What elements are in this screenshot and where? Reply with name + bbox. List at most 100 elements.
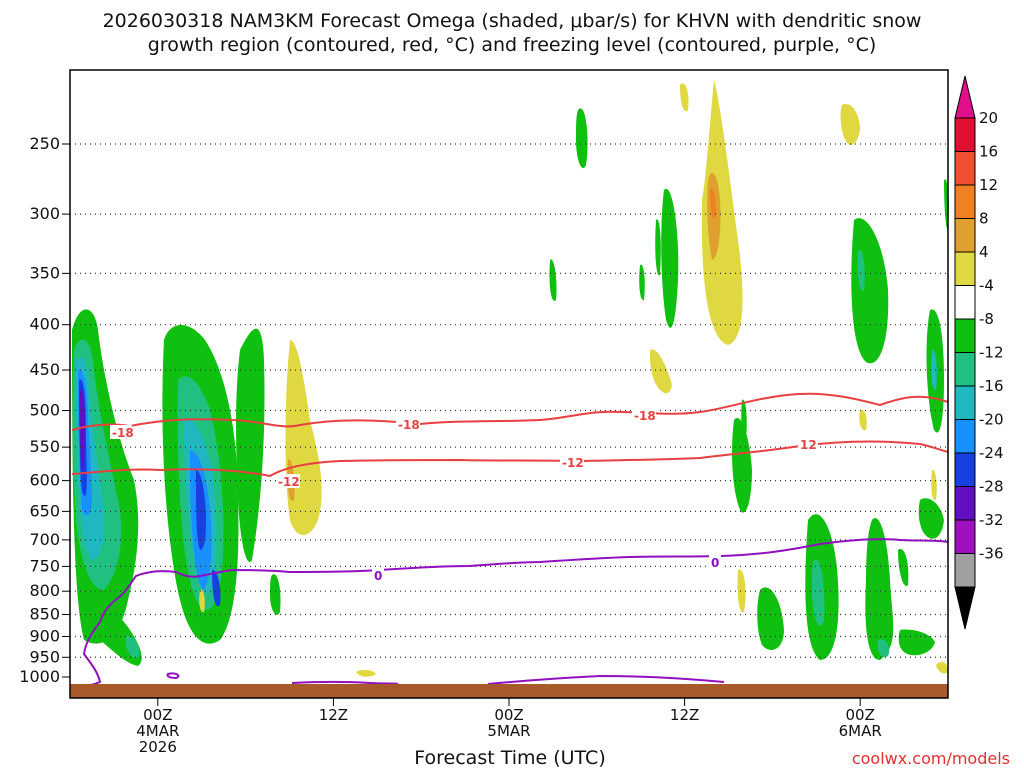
omega-region-yellow (701, 80, 743, 345)
colorbar-label: -36 (979, 545, 1004, 563)
colorbar-swatch (954, 385, 976, 420)
colorbar-label: 4 (979, 243, 989, 261)
y-tick-label: 850 (29, 605, 60, 624)
omega-region-green (661, 188, 679, 328)
omega-region-green (918, 498, 944, 539)
x-axis-label: Forecast Time (UTC) (414, 747, 605, 768)
omega-region-green (655, 219, 661, 276)
plot-area: -18 -18 -18 -12 -12 12 0 0 (69, 69, 949, 699)
contour-lines: -18 -18 -18 -12 -12 12 0 0 (71, 392, 949, 688)
omega-region-green (732, 418, 752, 513)
contour-label: -12 (278, 475, 300, 489)
colorbar-swatch (954, 352, 976, 387)
contour-minus12 (71, 440, 949, 478)
ground-bar (70, 684, 948, 698)
colorbar-swatch (954, 151, 976, 186)
colorbar-swatch (954, 452, 976, 487)
omega-region-purple (80, 389, 85, 470)
y-tick-label: 650 (29, 501, 60, 520)
colorbar-swatch (954, 486, 976, 521)
colorbar-swatch (954, 251, 976, 286)
contour-minus18 (71, 392, 949, 431)
omega-region-orange (710, 189, 716, 219)
colorbar-label: 8 (979, 210, 989, 228)
x-tick-label: 5MAR (487, 722, 530, 740)
colorbar-bottom-arrow (954, 586, 976, 630)
contour-label: -18 (112, 426, 134, 440)
colorbar-swatch (954, 419, 976, 454)
y-tick-label: 400 (29, 315, 60, 334)
colorbar-label: -8 (979, 310, 994, 328)
omega-region-teal (125, 635, 140, 659)
x-tick-label: 6MAR (839, 722, 882, 740)
x-tick-label: 00Z (143, 706, 172, 724)
omega-region-teal (877, 639, 890, 658)
y-tick-label: 900 (29, 626, 60, 645)
omega-region-green (576, 108, 588, 169)
colorbar-label: -12 (979, 344, 1004, 362)
contour-label: -18 (634, 409, 656, 423)
omega-region-green (898, 549, 909, 586)
colorbar-swatch (954, 117, 976, 152)
contour-label: 12 (800, 438, 817, 452)
y-tick-label: 300 (29, 204, 60, 223)
chart-title-line-1: 2026030318 NAM3KM Forecast Omega (shaded… (103, 10, 922, 32)
omega-region-yellow (680, 83, 689, 112)
colorbar-swatch (954, 184, 976, 219)
colorbar-label: -20 (979, 411, 1004, 429)
colorbar-swatch (954, 285, 976, 320)
omega-region-green (865, 518, 894, 660)
contour-label: 0 (374, 569, 382, 583)
colorbar-swatch (954, 318, 976, 353)
omega-region-darkblue (196, 470, 206, 550)
colorbar-swatch (954, 553, 976, 588)
x-tick-label: 12Z (670, 706, 699, 724)
y-tick-label: 500 (29, 401, 60, 420)
colorbar-label: -4 (979, 277, 994, 295)
colorbar-label: 12 (979, 176, 998, 194)
omega-region-darkblue (212, 569, 221, 607)
contour-label: -12 (562, 456, 584, 470)
y-axis: 250 300 350 400 450 500 550 600 650 700 750 800 850 9… (19, 134, 70, 686)
colorbar-label: -24 (979, 444, 1004, 462)
y-tick-label: 750 (29, 556, 60, 575)
omega-region-yellow (199, 589, 205, 613)
x-tick-label: 2026 (139, 738, 177, 756)
chart-title-line-2: growth region (contoured, red, °C) and f… (148, 34, 877, 56)
omega-region-yellow (840, 104, 860, 145)
y-tick-label: 1000 (19, 667, 60, 686)
colorbar-label: -32 (979, 511, 1004, 529)
omega-region-green (549, 259, 557, 301)
omega-region-cyan (931, 349, 937, 391)
x-tick-label: 00Z (494, 706, 523, 724)
omega-region-yellow (936, 661, 948, 674)
colorbar-label: -16 (979, 377, 1004, 395)
colorbar-label: 16 (979, 143, 998, 161)
y-tick-label: 950 (29, 647, 60, 666)
omega-region-teal (857, 249, 865, 291)
omega-region-green (741, 399, 747, 440)
omega-region-green (757, 587, 784, 650)
y-tick-label: 800 (29, 581, 60, 600)
omega-shading (72, 80, 949, 677)
colorbar-swatch (954, 218, 976, 253)
omega-region-green (270, 574, 281, 615)
omega-region-yellow (931, 469, 937, 501)
omega-region-yellow (859, 409, 867, 431)
y-tick-label: 450 (29, 360, 60, 379)
contour-label: 0 (711, 556, 719, 570)
contour-zero-surface (166, 672, 725, 685)
y-tick-label: 350 (29, 263, 60, 282)
y-tick-label: 600 (29, 471, 60, 490)
contour-label: -18 (398, 418, 420, 432)
omega-region-yellow (356, 669, 376, 677)
y-tick-label: 550 (29, 437, 60, 456)
omega-region-yellow (737, 569, 746, 613)
colorbar-top-arrow (954, 75, 976, 119)
colorbar-swatch (954, 519, 976, 554)
watermark: coolwx.com/models (852, 749, 1010, 768)
x-tick-label: 12Z (319, 706, 348, 724)
colorbar-label: -28 (979, 478, 1004, 496)
